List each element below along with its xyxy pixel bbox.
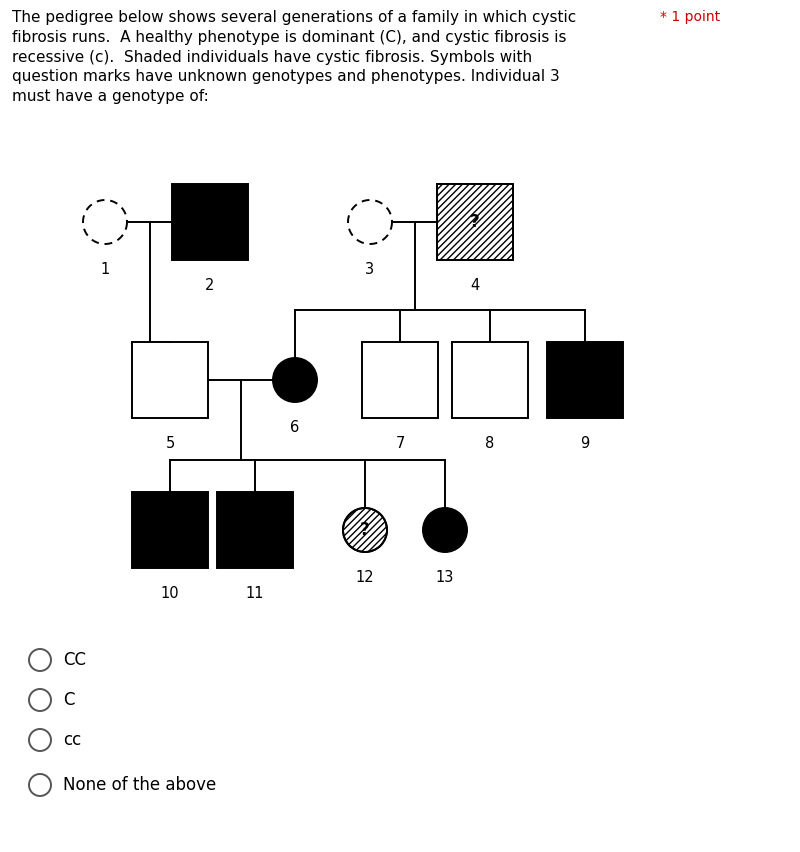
Text: 8: 8 [486, 436, 494, 451]
Bar [362, 342, 438, 418]
Text: ?: ? [360, 521, 370, 539]
Circle shape [343, 508, 387, 552]
Bar [547, 342, 623, 418]
Text: cc: cc [63, 731, 82, 749]
Bar [172, 184, 248, 260]
Text: 2: 2 [206, 278, 214, 293]
Bar [437, 184, 513, 260]
Text: C: C [63, 691, 74, 709]
Text: The pedigree below shows several generations of a family in which cystic
fibrosi: The pedigree below shows several generat… [12, 10, 576, 104]
Bar [217, 492, 293, 568]
Bar [132, 342, 208, 418]
Bar [437, 184, 513, 260]
Text: 1: 1 [100, 262, 110, 277]
Circle shape [423, 508, 467, 552]
Circle shape [273, 358, 317, 402]
Text: 6: 6 [290, 420, 300, 435]
Text: 13: 13 [436, 570, 454, 585]
Text: 9: 9 [580, 436, 590, 451]
Text: 4: 4 [470, 278, 480, 293]
Text: ?: ? [470, 213, 480, 231]
Bar [132, 492, 208, 568]
Text: * 1 point: * 1 point [660, 10, 720, 24]
Text: 7: 7 [395, 436, 405, 451]
Text: CC: CC [63, 651, 86, 669]
Text: None of the above: None of the above [63, 776, 216, 794]
Bar [452, 342, 528, 418]
Text: 11: 11 [246, 586, 264, 601]
Text: 10: 10 [161, 586, 179, 601]
Text: 5: 5 [166, 436, 174, 451]
Text: 12: 12 [356, 570, 374, 585]
Text: 3: 3 [366, 262, 374, 277]
